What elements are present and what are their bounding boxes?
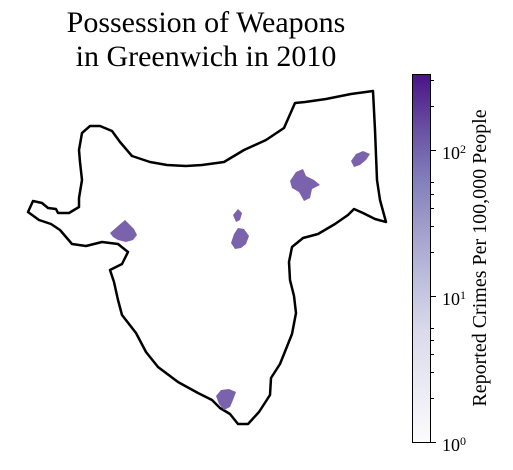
map-title-line-1: Possession of Weapons <box>66 6 346 39</box>
colorbar <box>412 74 431 443</box>
hotspot-east <box>290 169 320 201</box>
hotspot-west <box>110 220 137 242</box>
colorbar-tick-label: 102 <box>442 142 466 163</box>
colorbar-tick-major <box>431 442 436 443</box>
borough-boundary <box>26 89 388 426</box>
hotspot-northeast <box>351 151 370 167</box>
colorbar-tick-minor <box>431 252 434 253</box>
map-title-line-2: in Greenwich in 2010 <box>75 40 337 73</box>
colorbar-tick-minor <box>431 208 434 209</box>
hotspot-central-north <box>233 209 242 222</box>
colorbar-tick-minor <box>431 80 434 81</box>
colorbar-tick-label: 101 <box>442 288 466 309</box>
colorbar-tick-minor <box>431 106 434 107</box>
colorbar-label: Reported Crimes Per 100,000 People <box>469 109 491 407</box>
colorbar-tick-minor <box>431 372 434 373</box>
hotspot-central <box>231 228 249 249</box>
colorbar-tick-minor <box>431 194 434 195</box>
greenwich-map <box>26 89 388 426</box>
colorbar-tick-label: 100 <box>442 434 466 455</box>
map-title: Possession of Weapons in Greenwich in 20… <box>0 6 412 74</box>
colorbar-tick-minor <box>431 354 434 355</box>
colorbar-tick-minor <box>431 226 434 227</box>
hotspot-south <box>216 389 236 410</box>
colorbar-tick-minor <box>431 328 434 329</box>
colorbar-tick-major <box>431 150 436 151</box>
colorbar-tick-minor <box>431 340 434 341</box>
colorbar-tick-minor <box>431 398 434 399</box>
colorbar-tick-major <box>431 296 436 297</box>
colorbar-tick-minor <box>431 182 434 183</box>
